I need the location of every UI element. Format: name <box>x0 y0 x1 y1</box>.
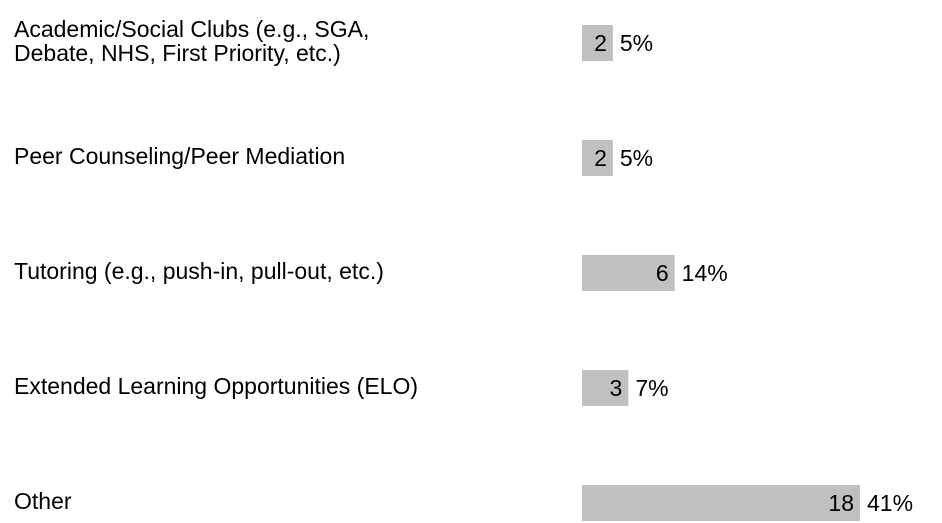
percent-label: 41% <box>867 490 913 516</box>
category-label: Peer Counseling/Peer Mediation <box>14 143 345 169</box>
count-label: 2 <box>594 30 607 56</box>
percent-label: 5% <box>620 30 653 56</box>
bar <box>582 25 613 61</box>
count-label: 2 <box>594 145 607 171</box>
percent-label: 14% <box>682 260 728 286</box>
category-label: Tutoring (e.g., push-in, pull-out, etc.) <box>14 258 384 284</box>
count-label: 6 <box>656 260 669 286</box>
category-label: Academic/Social Clubs (e.g., SGA, <box>14 16 369 42</box>
count-label: 3 <box>610 375 623 401</box>
category-label: Extended Learning Opportunities (ELO) <box>14 373 418 399</box>
percent-label: 7% <box>635 375 668 401</box>
category-label: Other <box>14 488 72 514</box>
bar <box>582 255 675 291</box>
bar <box>582 140 613 176</box>
percent-label: 5% <box>620 145 653 171</box>
bar <box>582 370 629 406</box>
count-label: 18 <box>828 490 854 516</box>
category-label: Debate, NHS, First Priority, etc.) <box>14 40 341 66</box>
bar <box>582 485 860 521</box>
